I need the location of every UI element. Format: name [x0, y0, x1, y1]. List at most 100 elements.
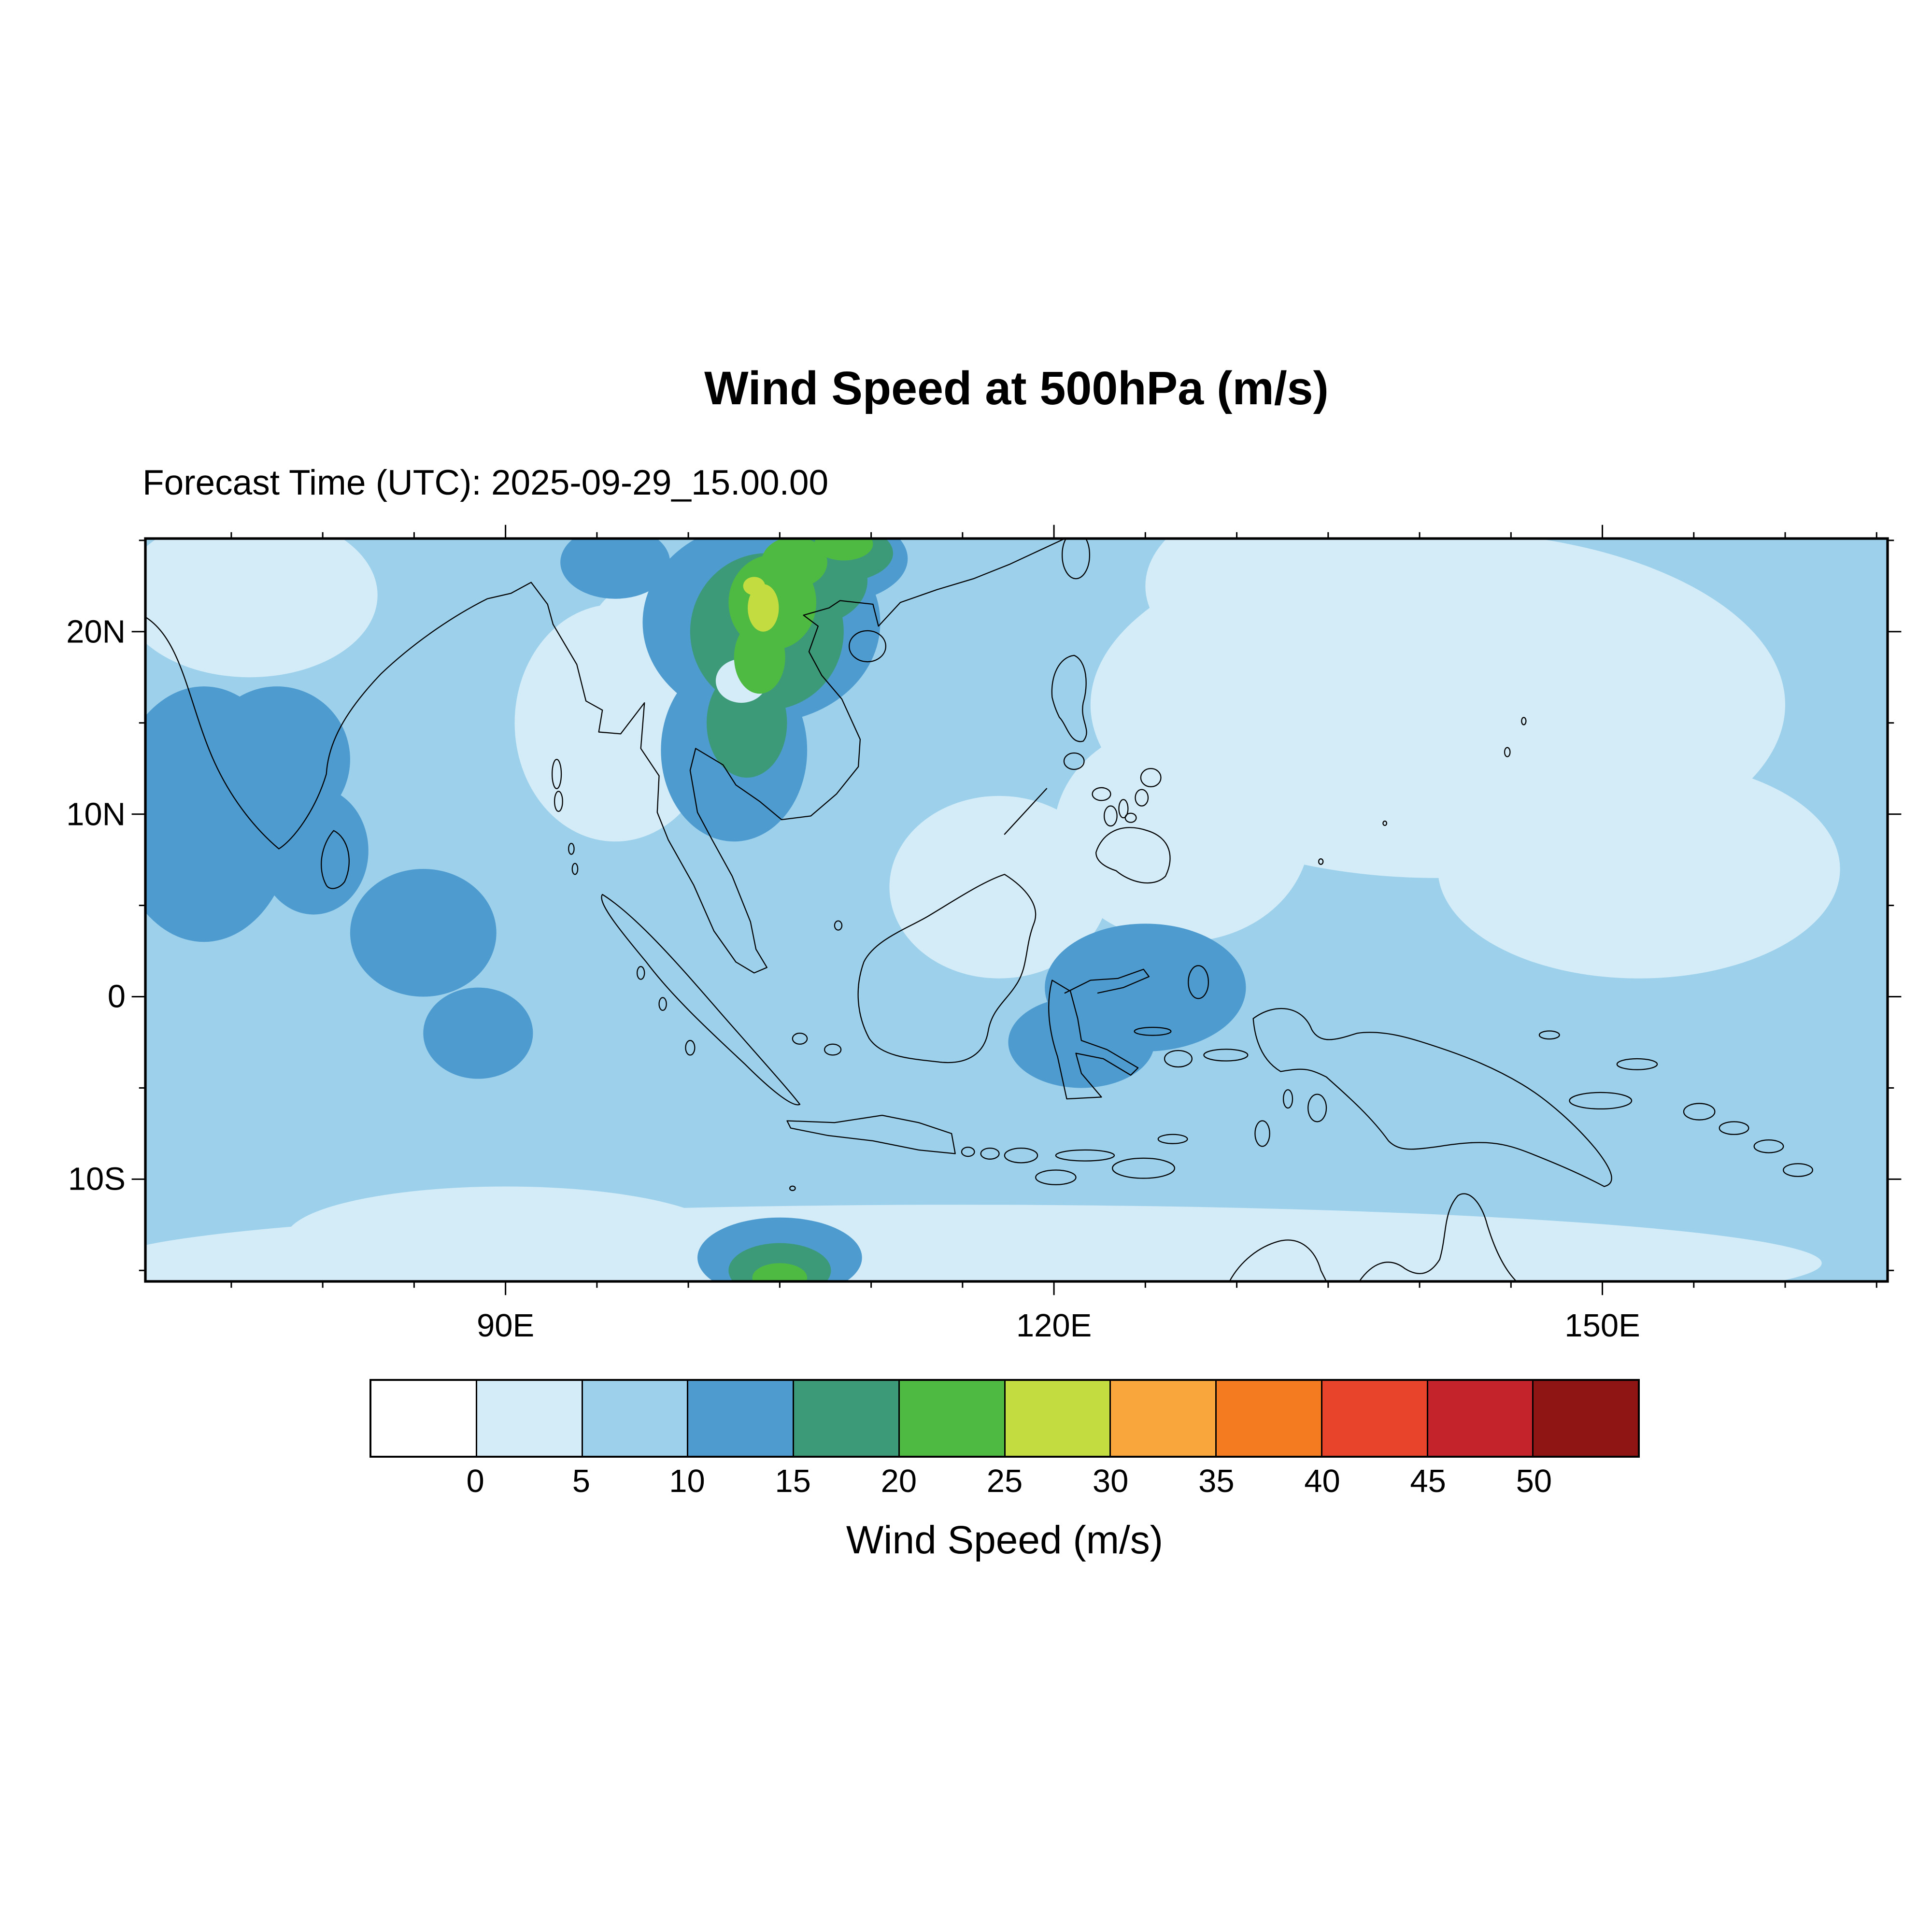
island-outline: [571, 863, 579, 875]
wind-region-strong-south-edge: [728, 1243, 831, 1281]
island-outline: [961, 1147, 975, 1157]
island-outline: [1307, 1094, 1327, 1122]
colorbar-segment-3: [688, 1381, 794, 1456]
island-outline: [1004, 1148, 1038, 1164]
colorbar-segment-5: [899, 1381, 1006, 1456]
colorbar-segment-11: [1534, 1381, 1638, 1456]
island-outline: [792, 1032, 808, 1045]
island-outline: [1282, 1089, 1293, 1109]
colorbar-segment-4: [794, 1381, 900, 1456]
wind-region-calm-west-pacific: [1054, 723, 1310, 942]
island-outline: [1104, 805, 1118, 827]
island-outline: [1521, 717, 1527, 725]
island-outline: [849, 630, 887, 663]
lat-tick-label-20N: 20N: [66, 613, 126, 650]
wind-field-layer: [145, 539, 1888, 1281]
colorbar-segment-9: [1322, 1381, 1428, 1456]
island-outline: [685, 1040, 696, 1056]
island-outline: [1134, 1026, 1172, 1036]
wind-region-moderate-molucca: [1008, 996, 1155, 1088]
colorbar-segment-0: [371, 1381, 477, 1456]
wind-region-calm-west-pacific: [1437, 759, 1840, 979]
island-outline: [1753, 1139, 1784, 1153]
coastlines-layer: [145, 539, 1813, 1281]
lon-tick-label-150E: 150E: [1564, 1307, 1640, 1344]
wind-region-severe-core: [748, 584, 779, 632]
map-plot: [131, 525, 1902, 1295]
wind-region-moderate-south-bay: [423, 987, 533, 1079]
island-outline: [552, 759, 562, 789]
colorbar-tick-label-50: 50: [1516, 1463, 1552, 1499]
lon-tick-label-90E: 90E: [477, 1307, 535, 1344]
coastline: [1252, 1008, 1612, 1187]
wind-region-calm-west-pacific: [1145, 539, 1438, 678]
island-outline: [1061, 539, 1091, 580]
wind-region-calm-borneo-philippines: [889, 796, 1109, 979]
map-frame: [144, 537, 1889, 1283]
lat-tick-label-10S: 10S: [68, 1161, 126, 1197]
colorbar-tick-label-35: 35: [1198, 1463, 1235, 1499]
island-outline: [1055, 1149, 1115, 1162]
colorbar-segment-2: [582, 1381, 689, 1456]
colorbar-caption: Wind Speed (m/s): [846, 1518, 1164, 1562]
coastline: [1359, 1193, 1517, 1281]
colorbar-segment-1: [477, 1381, 583, 1456]
wind-speed-map: [131, 525, 1902, 1295]
island-outline: [636, 966, 645, 980]
colorbar-segment-6: [1005, 1381, 1111, 1456]
wind-region-calm-north-india: [145, 539, 378, 678]
island-outline: [1063, 752, 1085, 770]
island-outline: [1092, 787, 1111, 801]
island-outline: [1538, 1030, 1560, 1040]
coastline: [1064, 968, 1150, 994]
wind-region-severe-core: [743, 577, 766, 596]
island-outline: [568, 842, 575, 855]
island-outline: [1188, 965, 1209, 999]
wind-region-moderate-south-bay: [350, 868, 497, 997]
longitude-axis: 90E 120E 150E: [145, 1307, 1888, 1350]
island-outline: [1112, 1157, 1176, 1179]
coastline: [552, 539, 1065, 974]
colorbar-segment-10: [1428, 1381, 1534, 1456]
wind-region-moderate-south-india: [258, 786, 369, 915]
wind-region-vigorous-tonkin: [814, 539, 873, 561]
colorbar-tick-label-10: 10: [669, 1463, 705, 1499]
island-outline: [1683, 1103, 1716, 1121]
coastline: [1004, 788, 1048, 835]
island-outline: [1124, 812, 1137, 823]
island-outline: [824, 1043, 842, 1056]
coastline: [601, 894, 801, 1106]
colorbar-tick-label-20: 20: [881, 1463, 917, 1499]
forecast-time-label: Forecast Time (UTC): 2025-09-29_15.00.00: [142, 463, 829, 502]
island-outline: [1035, 1169, 1077, 1185]
island-outline: [1157, 1134, 1188, 1144]
coastline: [1229, 1239, 1327, 1281]
lat-tick-label-0: 0: [107, 978, 126, 1015]
lat-tick-label-10N: 10N: [66, 796, 126, 833]
island-outline: [1203, 1049, 1249, 1062]
colorbar-tick-label-0: 0: [466, 1463, 484, 1499]
island-outline: [1164, 1050, 1193, 1068]
colorbar-tick-label-30: 30: [1092, 1463, 1129, 1499]
wind-region-vigorous-tonkin: [734, 621, 785, 694]
coastline: [1051, 654, 1087, 742]
island-outline: [1719, 1121, 1749, 1135]
coastline: [145, 582, 554, 850]
colorbar-segment-7: [1111, 1381, 1217, 1456]
wind-region-calm-southern-band: [286, 1186, 725, 1281]
island-outline: [980, 1148, 1000, 1160]
colorbar-tick-label-5: 5: [572, 1463, 590, 1499]
coastline: [1095, 827, 1171, 884]
island-outline: [1254, 1120, 1270, 1147]
island-outline: [1318, 858, 1324, 865]
colorbar: [369, 1379, 1640, 1458]
island-outline: [1616, 1058, 1658, 1070]
coastline: [321, 830, 350, 889]
colorbar-tick-label-45: 45: [1410, 1463, 1446, 1499]
colorbar-tick-label-25: 25: [986, 1463, 1023, 1499]
coastline: [857, 874, 1037, 1064]
island-outline: [789, 1185, 796, 1191]
coastline: [786, 1114, 956, 1154]
island-outline: [658, 997, 667, 1011]
